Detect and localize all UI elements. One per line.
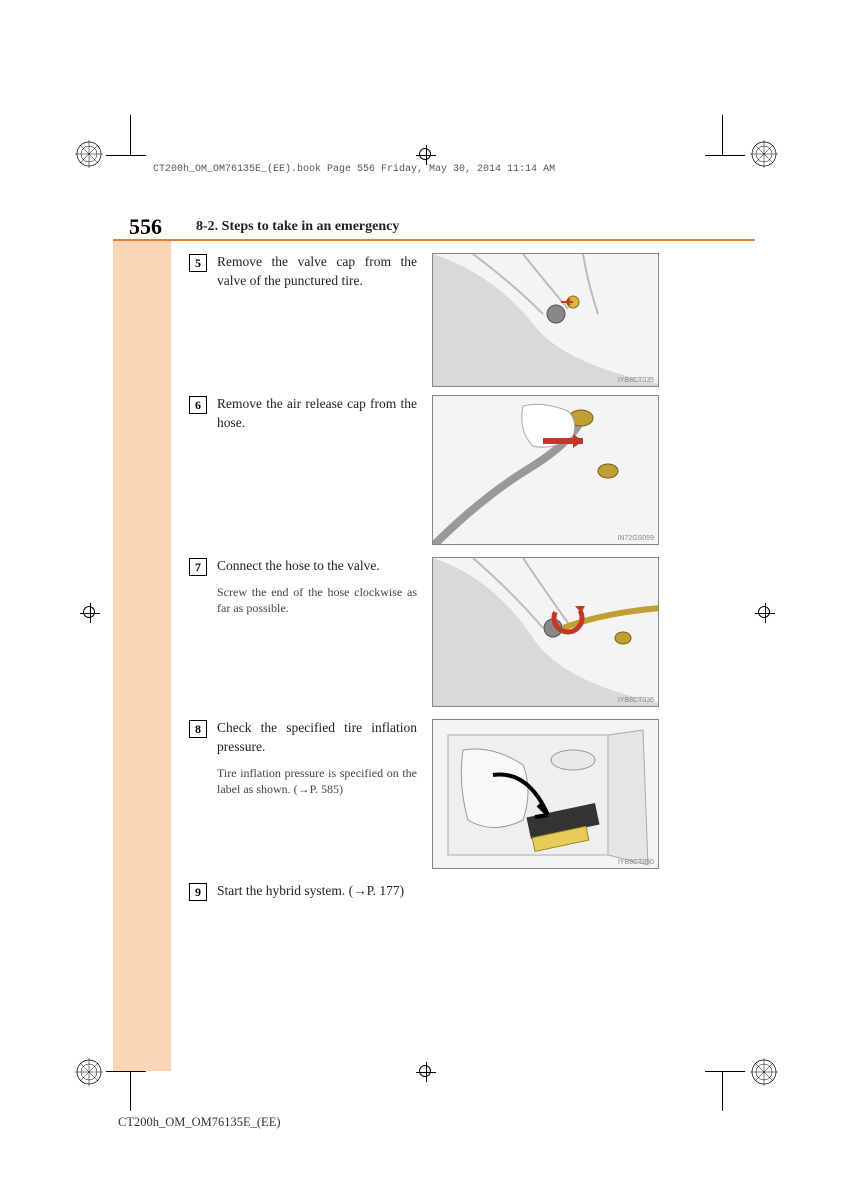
- step-text: Start the hybrid system. (→P. 177): [217, 882, 617, 901]
- step-number: 7: [189, 558, 207, 576]
- step-text: Connect the hose to the valve.: [217, 557, 417, 576]
- footer-text: CT200h_OM_OM76135E_(EE): [118, 1115, 281, 1130]
- doc-meta: CT200h_OM_OM76135E_(EE).book Page 556 Fr…: [153, 164, 555, 175]
- cross-mark-icon: [416, 1062, 436, 1082]
- sidebar-accent: [113, 241, 171, 1071]
- section-title: 8-2. Steps to take in an emergency: [196, 219, 399, 235]
- crop-line: [106, 155, 146, 156]
- figure-step-6: IN72GS059: [432, 395, 659, 545]
- reg-mark-icon: [75, 140, 103, 168]
- step-text: Remove the air release cap from the hose…: [217, 395, 417, 433]
- figure-label: IN72GS059: [617, 535, 654, 542]
- step-number: 5: [189, 254, 207, 272]
- crop-line: [705, 155, 745, 156]
- step-subtext: Screw the end of the hose clockwise as f…: [217, 584, 417, 616]
- crop-line: [722, 115, 723, 155]
- step-7: 7 Connect the hose to the valve. Screw t…: [189, 557, 417, 616]
- step-9: 9 Start the hybrid system. (→P. 177): [189, 882, 617, 901]
- crop-line: [705, 1071, 745, 1072]
- crop-line: [130, 115, 131, 155]
- cross-mark-icon: [80, 603, 100, 623]
- step-text: Remove the valve cap from the valve of t…: [217, 253, 417, 291]
- figure-step-5: IYB8CT035: [432, 253, 659, 387]
- reg-mark-icon: [750, 1058, 778, 1086]
- step-number: 6: [189, 396, 207, 414]
- crop-line: [130, 1071, 131, 1111]
- step-6: 6 Remove the air release cap from the ho…: [189, 395, 417, 433]
- cross-mark-icon: [416, 145, 436, 165]
- crop-line: [106, 1071, 146, 1072]
- step-subtext: Tire inflation pressure is specified on …: [217, 765, 417, 797]
- figure-label: IYB8CT050: [618, 859, 654, 866]
- figure-step-7: IYB8CT036: [432, 557, 659, 707]
- crop-line: [722, 1071, 723, 1111]
- step-number: 8: [189, 720, 207, 738]
- reg-mark-icon: [75, 1058, 103, 1086]
- step-8: 8 Check the specified tire inflation pre…: [189, 719, 417, 797]
- figure-label: IYB8CT036: [618, 697, 654, 704]
- header-rule: [113, 239, 755, 241]
- step-5: 5 Remove the valve cap from the valve of…: [189, 253, 417, 291]
- step-number: 9: [189, 883, 207, 901]
- reg-mark-icon: [750, 140, 778, 168]
- page-number: 556: [129, 214, 162, 240]
- figure-step-8: IYB8CT050: [432, 719, 659, 869]
- step-text: Check the specified tire inflation press…: [217, 719, 417, 757]
- cross-mark-icon: [755, 603, 775, 623]
- figure-label: IYB8CT035: [618, 377, 654, 384]
